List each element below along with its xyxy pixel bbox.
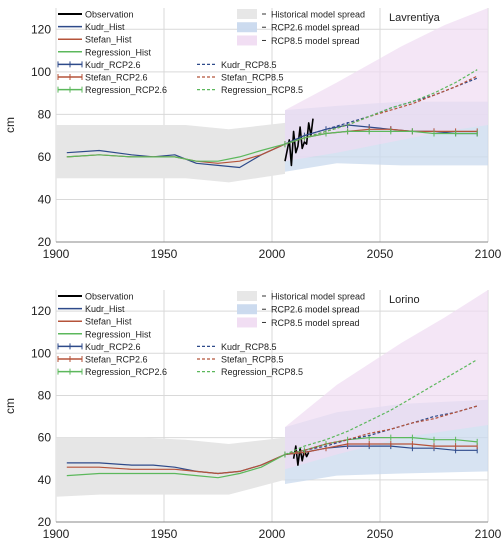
band-rcp8-5-model-spread — [285, 8, 488, 162]
x-tick-label: 2100 — [475, 527, 502, 541]
legend-label-kudr-rcp2-6: Kudr_RCP2.6 — [85, 342, 141, 352]
legend-label-regression-rcp8-5: Regression_RCP8.5 — [221, 367, 303, 377]
legend-swatch-rcp8-5-model-spread — [237, 317, 257, 328]
legend-label-regression-rcp2-6: Regression_RCP2.6 — [85, 367, 167, 377]
y-axis-label: cm — [3, 398, 17, 414]
legend: Observation Kudr_Hist Stefan_Hist Regressio… — [57, 9, 365, 95]
x-tick-label: 2050 — [367, 247, 394, 261]
y-tick-label: 100 — [31, 346, 51, 360]
series-line-kudr-rcp8-5 — [284, 405, 478, 456]
legend-label-kudr-rcp8-5: Kudr_RCP8.5 — [221, 60, 277, 70]
x-tick-label: 1950 — [151, 527, 178, 541]
band-historical-model-spread — [56, 122, 285, 183]
y-tick-label: 20 — [38, 235, 52, 249]
series-line-observation — [284, 118, 314, 167]
legend-label-stefan-rcp8-5: Stefan_RCP8.5 — [221, 73, 284, 83]
series-line-regression-rcp2-6 — [284, 130, 478, 145]
plot-area — [56, 290, 488, 497]
legend-label-kudr-rcp8-5: Kudr_RCP8.5 — [221, 342, 277, 352]
y-tick-label: 120 — [31, 22, 51, 36]
series-line-regression-rcp8-5 — [284, 359, 478, 456]
legend-label-kudr-hist: Kudr_Hist — [85, 304, 125, 314]
legend-label-regression-rcp2-6: Regression_RCP2.6 — [85, 85, 167, 95]
x-tick-label: 2000 — [259, 527, 286, 541]
legend-label-rcp2-6-model-spread: RCP2.6 model spread — [271, 23, 360, 33]
legend-label-regression-rcp8-5: Regression_RCP8.5 — [221, 85, 303, 95]
legend-label-observation: Observation — [85, 292, 134, 302]
legend-swatch-historical-model-spread — [237, 9, 257, 19]
x-tick-label: 2100 — [475, 247, 502, 261]
legend-label-historical-model-spread: Historical model spread — [271, 292, 365, 302]
legend-label-kudr-hist: Kudr_Hist — [85, 22, 125, 32]
legend-label-regression-hist: Regression_Hist — [85, 329, 152, 339]
series-line-regression-hist — [66, 143, 286, 162]
y-tick-label: 40 — [38, 192, 52, 206]
y-tick-label: 80 — [38, 388, 52, 402]
series-line-regression-hist — [66, 453, 286, 479]
band-rcp8-5-model-spread — [285, 290, 488, 470]
legend-label-stefan-rcp2-6: Stefan_RCP2.6 — [85, 73, 148, 83]
y-tick-label: 60 — [38, 150, 52, 164]
plot-area — [56, 8, 488, 183]
y-tick-label: 40 — [38, 473, 52, 487]
legend-swatch-historical-model-spread — [237, 291, 257, 301]
legend-label-stefan-rcp2-6: Stefan_RCP2.6 — [85, 355, 148, 365]
series-line-stefan-rcp2-6 — [284, 443, 478, 456]
legend: Observation Kudr_Hist Stefan_Hist Regressio… — [57, 291, 365, 377]
panel-lavrentiya: 20 40 60 80 100 120 1900 1950 2000 2050 2100 cm Lavr… — [3, 8, 502, 261]
y-tick-label: 80 — [38, 107, 52, 121]
y-tick-label: 20 — [38, 515, 52, 529]
y-tick-label: 60 — [38, 431, 52, 445]
legend-swatch-rcp2-6-model-spread — [237, 22, 257, 33]
y-tick-label: 100 — [31, 65, 51, 79]
x-tick-label: 2050 — [367, 527, 394, 541]
legend-label-rcp8-5-model-spread: RCP8.5 model spread — [271, 318, 360, 328]
legend-label-historical-model-spread: Historical model spread — [271, 10, 365, 20]
y-axis-label: cm — [3, 117, 17, 133]
station-label: Lorino — [389, 294, 420, 306]
legend-label-stefan-hist: Stefan_Hist — [85, 35, 132, 45]
series-line-stefan-rcp8-5 — [284, 405, 478, 456]
x-tick-label: 1900 — [43, 527, 70, 541]
legend-label-observation: Observation — [85, 10, 134, 20]
legend-label-kudr-rcp2-6: Kudr_RCP2.6 — [85, 60, 141, 70]
legend-swatch-rcp8-5-model-spread — [237, 35, 257, 46]
legend-label-rcp2-6-model-spread: RCP2.6 model spread — [271, 305, 360, 315]
x-tick-label: 2000 — [259, 247, 286, 261]
legend-label-rcp8-5-model-spread: RCP8.5 model spread — [271, 36, 360, 46]
series-line-regression-rcp8-5 — [284, 69, 478, 145]
panel-lorino: 20 40 60 80 100 120 1900 1950 2000 2050 2100 cm Lori… — [3, 290, 502, 541]
series-line-stefan-hist — [66, 453, 286, 475]
legend-swatch-rcp2-6-model-spread — [237, 304, 257, 315]
x-tick-label: 1950 — [151, 247, 178, 261]
legend-label-regression-hist: Regression_Hist — [85, 47, 152, 57]
legend-label-stefan-rcp8-5: Stefan_RCP8.5 — [221, 355, 284, 365]
x-tick-label: 1900 — [43, 247, 70, 261]
y-tick-label: 120 — [31, 304, 51, 318]
station-label: Lavrentiya — [389, 12, 441, 24]
legend-label-stefan-hist: Stefan_Hist — [85, 317, 132, 327]
